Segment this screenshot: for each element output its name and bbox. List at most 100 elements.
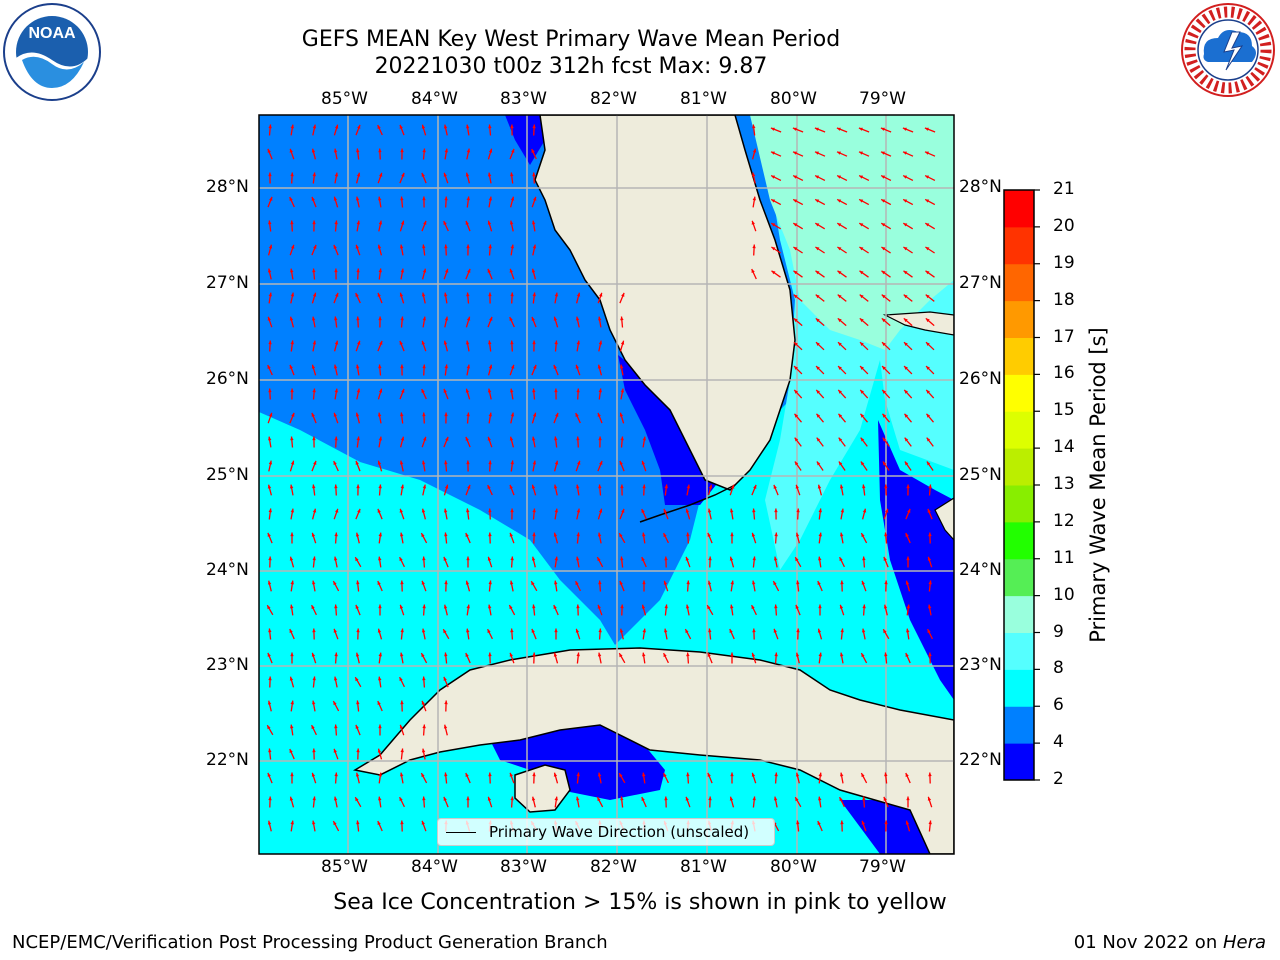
wave-vector-head	[466, 412, 470, 417]
wave-vector-head	[400, 196, 404, 201]
wave-vector-head	[771, 270, 776, 275]
wave-vector-head	[422, 364, 426, 369]
wave-vector-head	[267, 484, 272, 489]
wave-vector-head	[488, 772, 492, 777]
wave-vector-head	[488, 532, 492, 537]
wave-vector-head	[773, 484, 777, 489]
wave-vector-head	[620, 796, 624, 801]
wave-vector-head	[421, 700, 425, 705]
wave-vector-head	[356, 172, 361, 177]
wave-vector-head	[377, 628, 382, 633]
wave-vector-head	[466, 364, 471, 369]
wave-vector-head	[268, 508, 272, 513]
wave-vector-head	[620, 556, 624, 561]
wave-vector-head	[421, 820, 425, 825]
wave-vector-head	[509, 580, 514, 585]
lat-label-right-22n: 22°N	[959, 750, 1002, 770]
wave-vector-head	[794, 366, 798, 370]
wave-vector-head	[641, 460, 645, 465]
wave-vector-head	[753, 484, 757, 489]
wave-vector-head	[357, 508, 361, 513]
colorbar-segment	[1004, 706, 1034, 744]
wave-vector-head	[422, 460, 426, 465]
wave-vector-head	[333, 148, 338, 153]
wave-vector-head	[356, 628, 360, 633]
wave-vector-head	[816, 342, 820, 346]
wave-vector-head	[554, 580, 558, 585]
lon-label-bottom-85w: 85°W	[321, 857, 368, 877]
wave-vector-head	[531, 268, 536, 273]
wave-vector-head	[509, 436, 514, 441]
wave-vector-head	[860, 389, 864, 394]
wave-vector-head	[839, 557, 843, 562]
wave-vector-head	[838, 342, 842, 346]
chart-title-line-2: 20221030 t00z 312h fcst Max: 9.87	[374, 54, 768, 79]
wave-vector-head	[815, 318, 820, 323]
wave-vector-head	[290, 724, 294, 729]
wave-vector-head	[356, 436, 360, 441]
wave-vector-head	[882, 437, 887, 442]
wave-vector-head	[903, 151, 907, 155]
wave-vector-head	[903, 318, 908, 323]
wave-vector-head	[554, 292, 559, 297]
colorbar-segment	[1004, 337, 1034, 375]
wave-vector-head	[531, 556, 536, 561]
wave-vector-head	[268, 436, 272, 441]
wave-vector-head	[554, 796, 558, 801]
wave-vector-head	[510, 172, 514, 177]
wave-vector-head	[730, 508, 734, 513]
wave-vector-head	[267, 580, 272, 585]
wave-vector-head	[751, 652, 756, 657]
wave-vector-head	[642, 532, 646, 537]
wave-vector-head	[377, 460, 382, 465]
wave-vector-head	[729, 556, 734, 561]
wave-vector-head	[333, 581, 337, 586]
wave-vector-head	[815, 223, 820, 227]
wave-vector-head	[311, 772, 316, 777]
wave-vector-head	[795, 797, 799, 802]
wave-vector-head	[642, 628, 646, 633]
colorbar-tick-label: 17	[1053, 326, 1075, 347]
wave-vector-head	[290, 340, 294, 345]
bahamas-island	[882, 311, 954, 336]
wave-vector-head	[355, 293, 359, 297]
wave-vector-head	[554, 628, 558, 633]
wave-vector-head	[751, 172, 756, 177]
wave-vector-head	[465, 388, 470, 393]
wave-vector-head	[312, 628, 316, 633]
wave-vector-head	[443, 629, 447, 634]
wave-vector-head	[576, 652, 580, 657]
colorbar-segment	[1004, 632, 1034, 670]
wave-vector-head	[729, 796, 734, 801]
wave-vector-head	[620, 340, 625, 345]
wave-vector-head	[598, 388, 602, 393]
wave-vector-head	[599, 292, 603, 297]
wave-vector-head	[707, 772, 711, 777]
wave-vector-head	[444, 316, 449, 321]
wave-vector-head	[925, 270, 930, 275]
wave-vector-head	[421, 628, 426, 633]
wave-vector-head	[796, 508, 800, 513]
wave-vector-head	[815, 199, 820, 203]
wave-vector-head	[554, 556, 558, 561]
wave-vector-head	[531, 149, 535, 153]
wave-vector-head	[664, 484, 668, 489]
wave-vector-head	[268, 748, 272, 753]
wave-vector-head	[881, 270, 886, 275]
wave-vector-head	[730, 532, 734, 537]
wave-vector-head	[598, 628, 602, 633]
wave-vector-head	[311, 652, 316, 657]
colorbar-segment	[1004, 263, 1034, 302]
wave-vector-head	[355, 557, 359, 562]
wave-vector-head	[532, 220, 536, 225]
lon-label-top-83w: 83°W	[500, 89, 547, 109]
legend-label: Primary Wave Direction (unscaled)	[489, 823, 750, 841]
wave-vector-head	[333, 364, 338, 369]
wave-vector-head	[333, 556, 338, 561]
wave-vector-head	[817, 581, 821, 585]
wave-vector-head	[312, 580, 316, 585]
wave-vector-head	[510, 196, 515, 201]
wave-vector-head	[466, 460, 470, 465]
wave-vector-head	[290, 268, 294, 273]
wave-vector-head	[642, 436, 646, 441]
